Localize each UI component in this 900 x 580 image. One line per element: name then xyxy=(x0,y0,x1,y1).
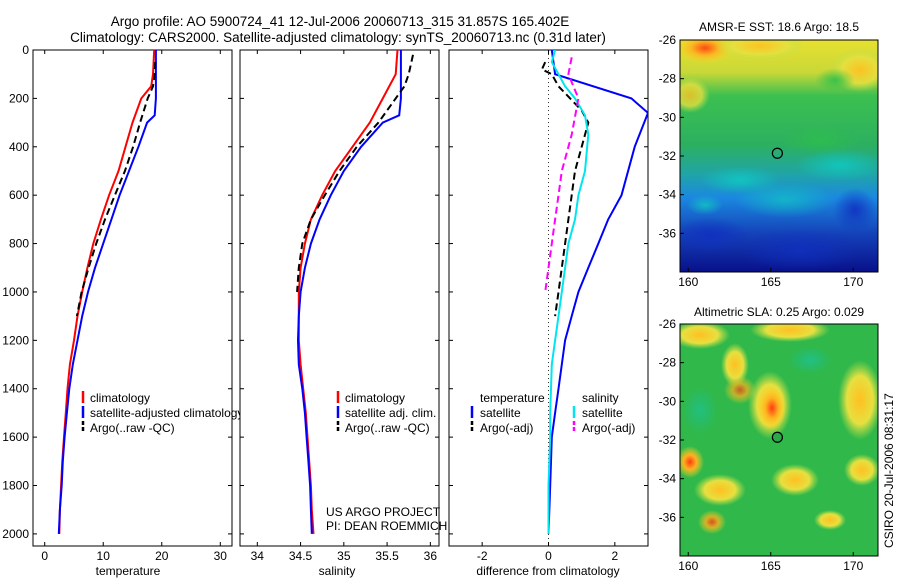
pi-credit: PI: DEAN ROEMMICH xyxy=(326,519,447,533)
temperature-profile-panel: 0 10 20 30 0 200 400 600 800 1000 1200 1400 1600 1800… xyxy=(2,43,243,578)
legend-label-satellite-adj: satellite adj. clim. xyxy=(345,406,436,420)
map-y-tick-label: -36 xyxy=(659,226,677,240)
map-y-tick-label: -32 xyxy=(659,149,677,163)
figure-title-line-1: Argo profile: AO 5900724_41 12-Jul-2006 … xyxy=(111,14,570,29)
x-tick-label: 34 xyxy=(251,549,265,563)
csiro-timestamp: CSIRO 20-Jul-2006 08:31:17 xyxy=(882,393,896,548)
map-x-tick-label: 170 xyxy=(843,275,863,289)
y-tick-label: 0 xyxy=(22,43,29,57)
map-y-tick-label: -28 xyxy=(659,356,677,370)
map-y-tick-label: -32 xyxy=(659,433,677,447)
sla-map-title: Altimetric SLA: 0.25 Argo: 0.029 xyxy=(694,305,864,319)
legend-label-climatology: climatology xyxy=(345,391,405,405)
temperature-axes-box xyxy=(32,49,233,547)
salinity-axes-box xyxy=(239,49,440,547)
legend-label-satellite-adjusted: satellite-adjusted climatology xyxy=(90,406,243,420)
salinity-profile-panel: 34 34.5 35 35.5 36 salinity climatology sate… xyxy=(239,49,447,578)
sla-map-panel: Altimetric SLA: 0.25 Argo: 0.029 160 165 1… xyxy=(659,305,879,573)
x-tick-label: 35.5 xyxy=(375,549,399,563)
x-tick-label: 30 xyxy=(214,549,228,563)
project-credit: US ARGO PROJECT xyxy=(326,505,441,519)
map-x-tick-label: 160 xyxy=(678,275,698,289)
x-tick-label: 34.5 xyxy=(289,549,313,563)
y-tick-label: 200 xyxy=(9,91,29,105)
y-tick-label: 1800 xyxy=(2,479,29,493)
difference-profile-panel: -2 0 2 difference from climatology tempera… xyxy=(448,49,649,578)
map-y-tick-label: -26 xyxy=(659,33,677,47)
salinity-xlabel: salinity xyxy=(319,564,356,578)
sst-map-title: AMSR-E SST: 18.6 Argo: 18.5 xyxy=(699,20,859,34)
legend-label-sal-satellite: satellite xyxy=(582,406,623,420)
y-tick-label: 800 xyxy=(9,237,29,251)
salinity-legend: climatology satellite adj. clim. Argo(..… xyxy=(336,391,436,435)
difference-legend: temperature satellite Argo(-adj) salinit… xyxy=(470,391,635,435)
x-tick-label: 0 xyxy=(41,549,48,563)
series-line-temperature-argo-adj- xyxy=(540,61,590,317)
map-y-tick-label: -30 xyxy=(659,110,677,124)
series-line-argo-raw-qc- xyxy=(296,54,414,293)
x-tick-label: 2 xyxy=(611,549,618,563)
legend-heading-salinity: salinity xyxy=(582,391,619,405)
map-y-tick-label: -30 xyxy=(659,394,677,408)
x-tick-label: 36 xyxy=(424,549,438,563)
map-y-tick-label: -34 xyxy=(659,472,677,486)
legend-label-argo: Argo(..raw -QC) xyxy=(345,421,430,435)
legend-label-sal-argo: Argo(-adj) xyxy=(582,421,635,435)
sst-heatmap xyxy=(680,40,878,272)
series-line-temperature-satellite xyxy=(547,50,648,534)
map-x-tick-label: 165 xyxy=(761,559,781,573)
map-y-tick-label: -34 xyxy=(659,188,677,202)
y-tick-label: 1600 xyxy=(2,430,29,444)
argo-float-marker xyxy=(771,147,783,159)
y-tick-label: 2000 xyxy=(2,527,29,541)
series-line-salinity-satellite xyxy=(547,50,590,534)
y-tick-label: 400 xyxy=(9,140,29,154)
legend-heading-temperature: temperature xyxy=(480,391,545,405)
map-x-tick-label: 165 xyxy=(761,275,781,289)
temperature-xlabel: temperature xyxy=(96,564,161,578)
difference-xlabel: difference from climatology xyxy=(476,564,619,578)
map-y-tick-label: -36 xyxy=(659,510,677,524)
legend-label-argo: Argo(..raw -QC) xyxy=(90,421,175,435)
y-tick-label: 1000 xyxy=(2,285,29,299)
series-line-salinity-argo-adj- xyxy=(544,57,580,293)
map-y-tick-label: -28 xyxy=(659,72,677,86)
y-tick-label: 1400 xyxy=(2,382,29,396)
legend-label-temp-argo: Argo(-adj) xyxy=(480,421,533,435)
x-tick-label: 35 xyxy=(337,549,351,563)
y-tick-label: 600 xyxy=(9,188,29,202)
map-y-tick-label: -26 xyxy=(659,317,677,331)
argo-float-marker xyxy=(771,431,783,443)
series-line-argo-raw-qc- xyxy=(75,62,157,317)
temperature-legend: climatology satellite-adjusted climatolo… xyxy=(81,391,243,435)
series-line-satellite-adj-clim- xyxy=(296,50,402,534)
legend-label-climatology: climatology xyxy=(90,391,150,405)
figure-title-line-2: Climatology: CARS2000. Satellite-adjuste… xyxy=(70,30,606,45)
x-tick-label: -2 xyxy=(477,549,488,563)
x-tick-label: 20 xyxy=(155,549,169,563)
y-tick-label: 1200 xyxy=(2,333,29,347)
x-tick-label: 0 xyxy=(545,549,552,563)
x-tick-label: 10 xyxy=(97,549,111,563)
sst-map-panel: AMSR-E SST: 18.6 Argo: 18.5 160 165 170 -26… xyxy=(659,20,879,289)
map-x-tick-label: 160 xyxy=(678,559,698,573)
legend-label-temp-satellite: satellite xyxy=(480,406,521,420)
map-x-tick-label: 170 xyxy=(843,559,863,573)
series-line-satellite-adjusted-climatology xyxy=(57,50,157,534)
